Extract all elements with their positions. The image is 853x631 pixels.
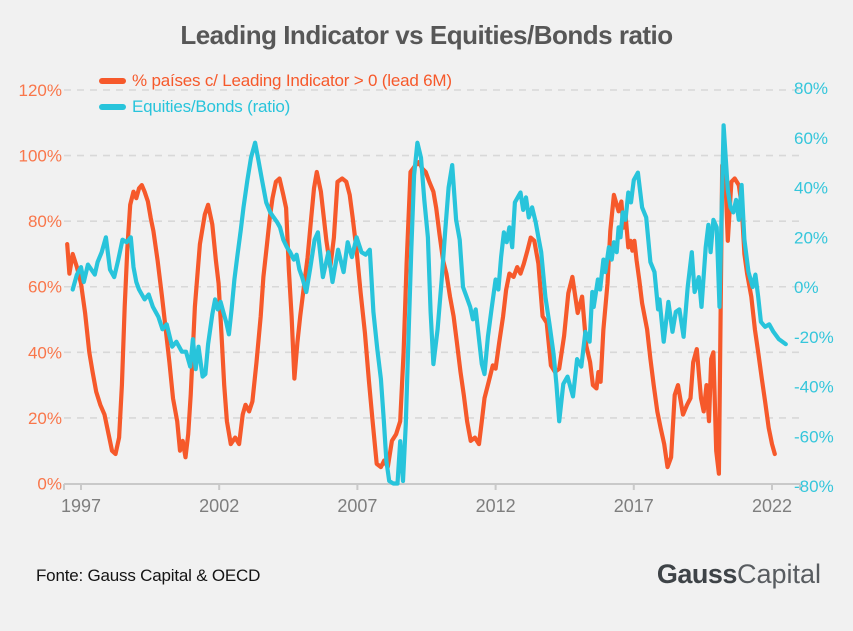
logo-text-light: Capital <box>736 559 821 589</box>
y-axis-left-label: 60% <box>28 278 62 297</box>
y-axis-right-label: 0% <box>794 278 819 297</box>
legend-label: Equities/Bonds (ratio) <box>132 97 291 116</box>
y-axis-left-label: 100% <box>19 147 62 166</box>
y-axis-right-label: 80% <box>794 79 828 98</box>
series-line-leading-indicator <box>65 160 777 476</box>
x-axis-label: 2007 <box>337 496 377 516</box>
y-axis-left-label: 120% <box>19 81 62 100</box>
legend-label: % países c/ Leading Indicator > 0 (lead … <box>132 71 452 90</box>
x-axis-label: 2022 <box>752 496 792 516</box>
y-axis-right-label: -20% <box>794 328 834 347</box>
chart-title: Leading Indicator vs Equities/Bonds rati… <box>180 20 673 50</box>
legend-swatch-orange <box>99 78 126 84</box>
x-axis-label: 2002 <box>199 496 239 516</box>
y-axis-right-label: -60% <box>794 427 834 446</box>
y-axis-right-label: 20% <box>794 228 828 247</box>
logo-text-bold: Gauss <box>656 559 738 589</box>
legend-swatch-cyan <box>99 104 126 110</box>
y-axis-right-label: 40% <box>794 179 828 198</box>
x-axis-label: 1997 <box>61 496 101 516</box>
legend: % países c/ Leading Indicator > 0 (lead … <box>99 68 452 120</box>
y-axis-right-label: -40% <box>794 378 834 397</box>
series-line-equities-bonds <box>70 123 788 486</box>
x-axis-label: 2017 <box>614 496 654 516</box>
source-note: Fonte: Gauss Capital & OECD <box>36 566 261 585</box>
y-axis-left-label: 0% <box>37 475 62 494</box>
y-axis-left-label: 40% <box>28 343 62 362</box>
gauss-capital-logo: GaussCapital <box>657 559 821 590</box>
legend-item-equities-bonds: Equities/Bonds (ratio) <box>99 94 452 120</box>
y-axis-right-label: 60% <box>794 129 828 148</box>
y-axis-left-label: 80% <box>28 212 62 231</box>
y-axis-right-label: -80% <box>794 477 834 496</box>
x-axis-label: 2012 <box>476 496 516 516</box>
legend-item-leading-indicator: % países c/ Leading Indicator > 0 (lead … <box>99 68 452 94</box>
y-axis-left-label: 20% <box>28 409 62 428</box>
